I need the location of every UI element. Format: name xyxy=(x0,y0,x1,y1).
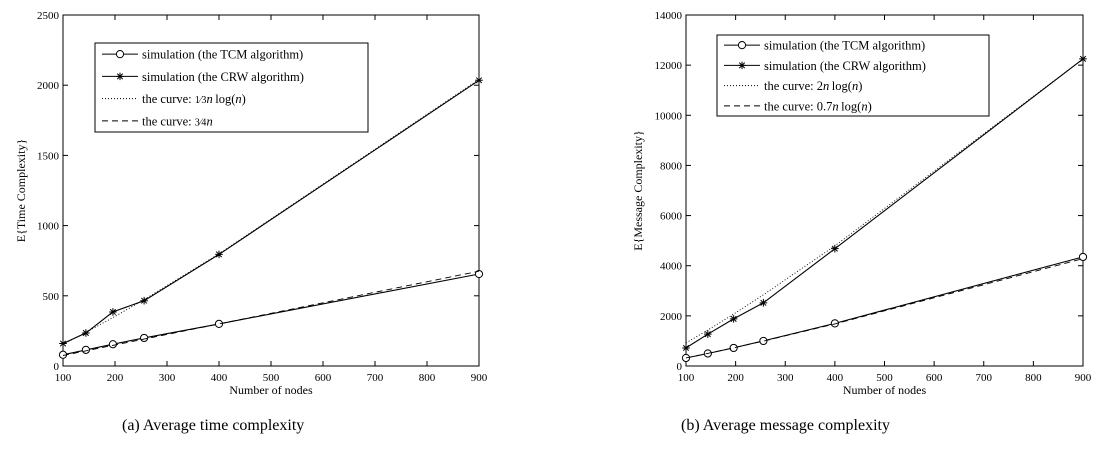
data-point-marker xyxy=(759,299,768,307)
series-line-1 xyxy=(685,256,1084,359)
y-axis-label: E{Time Complexity} xyxy=(14,139,28,242)
y-tick-label: 12000 xyxy=(655,60,683,72)
data-point-marker xyxy=(681,353,691,363)
x-tick-label: 800 xyxy=(419,372,436,384)
y-tick-label: 4000 xyxy=(660,261,683,273)
legend-label: simulation (the TCM algorithm) xyxy=(142,48,303,62)
legend-label: the curve: 0.7n log(n) xyxy=(764,99,872,113)
legend-marker xyxy=(116,72,124,81)
x-tick-label: 700 xyxy=(367,372,384,384)
y-tick-label: 14000 xyxy=(655,10,683,22)
data-point-marker xyxy=(729,315,738,323)
data-point-marker xyxy=(214,319,224,328)
legend: simulation (the TCM algorithm) simulation… xyxy=(94,42,369,133)
y-tick-label: 1000 xyxy=(37,221,60,233)
series-line-3 xyxy=(62,79,480,345)
data-point-marker xyxy=(81,345,90,354)
legend-label: the curve: 1⁄3n log(n) xyxy=(142,92,246,106)
data-point-marker xyxy=(1078,252,1088,262)
x-tick-label: 300 xyxy=(777,372,794,384)
legend-marker xyxy=(737,41,747,50)
chart-a: 100 200 300 400 500 600 700 800 900 0 500 1000 1500 2… xyxy=(14,10,488,397)
y-axis-label: E{Message Complexity} xyxy=(631,130,645,251)
caption-b: (b) Average message complexity xyxy=(681,417,890,434)
data-point-marker xyxy=(759,336,768,346)
legend-label: simulation (the CRW algorithm) xyxy=(764,59,926,73)
x-tick-label: 700 xyxy=(976,372,993,384)
data-point-marker xyxy=(682,344,690,352)
data-point-marker xyxy=(830,319,839,328)
data-point-marker xyxy=(215,250,223,259)
data-point-marker xyxy=(82,329,90,337)
y-tick-label: 2000 xyxy=(660,311,683,323)
y-tick-label: 2500 xyxy=(37,10,60,22)
x-tick-label: 500 xyxy=(263,372,280,384)
x-axis-label: Number of nodes xyxy=(229,383,313,397)
legend-marker xyxy=(115,50,125,59)
data-point-marker xyxy=(474,269,484,279)
series-line-3 xyxy=(685,58,1084,344)
x-tick-label: 100 xyxy=(55,372,72,384)
data-point-marker xyxy=(831,244,839,253)
data-point-marker xyxy=(475,76,483,85)
x-tick-label: 300 xyxy=(159,372,176,384)
data-point-marker xyxy=(729,343,738,353)
x-tick-label: 900 xyxy=(1075,372,1092,384)
data-point-marker xyxy=(109,308,117,316)
y-tick-label: 10000 xyxy=(655,110,683,122)
y-tick-label: 2000 xyxy=(37,80,60,92)
y-tick-label: 8000 xyxy=(660,160,683,172)
x-axis-label: Number of nodes xyxy=(843,383,927,397)
x-tick-label: 600 xyxy=(926,372,943,384)
y-tick-label: 0 xyxy=(54,361,60,373)
legend-label: the curve: 3⁄4n xyxy=(142,114,213,128)
data-point-marker xyxy=(704,330,712,338)
x-tick-label: 800 xyxy=(1025,372,1042,384)
caption-a: (a) Average time complexity xyxy=(122,417,305,434)
series-line-2 xyxy=(685,58,1084,349)
x-tick-label: 600 xyxy=(315,372,332,384)
x-tick-label: 200 xyxy=(107,372,124,384)
x-tick-label: 100 xyxy=(678,372,695,384)
data-point-marker xyxy=(59,339,67,348)
y-tick-label: 0 xyxy=(677,361,683,373)
chart-b: 100 200 300 400 500 600 700 800 900 0 2000 4000 6000… xyxy=(631,10,1092,397)
y-tick-label: 500 xyxy=(43,291,60,303)
data-point-marker xyxy=(1079,55,1087,63)
legend-label: simulation (the CRW algorithm) xyxy=(142,70,304,84)
data-point-marker xyxy=(108,340,118,349)
x-tick-label: 200 xyxy=(727,372,744,384)
legend-marker xyxy=(738,61,746,70)
legend-label: the curve: 2n log(n) xyxy=(764,79,862,93)
y-tick-label: 1500 xyxy=(37,150,60,162)
x-tick-label: 900 xyxy=(471,372,488,384)
x-tick-label: 400 xyxy=(211,372,228,384)
x-tick-label: 400 xyxy=(827,372,844,384)
legend-box xyxy=(94,42,369,133)
data-point-marker xyxy=(140,333,149,343)
x-tick-label: 500 xyxy=(876,372,893,384)
y-tick-label: 6000 xyxy=(660,211,683,223)
series-line-4 xyxy=(685,258,1084,359)
legend-label: simulation (the TCM algorithm) xyxy=(764,39,925,53)
legend: simulation (the TCM algorithm) simulation… xyxy=(716,34,990,117)
legend-box xyxy=(716,34,990,117)
data-point-marker xyxy=(140,296,148,305)
series-line-4 xyxy=(62,270,480,356)
